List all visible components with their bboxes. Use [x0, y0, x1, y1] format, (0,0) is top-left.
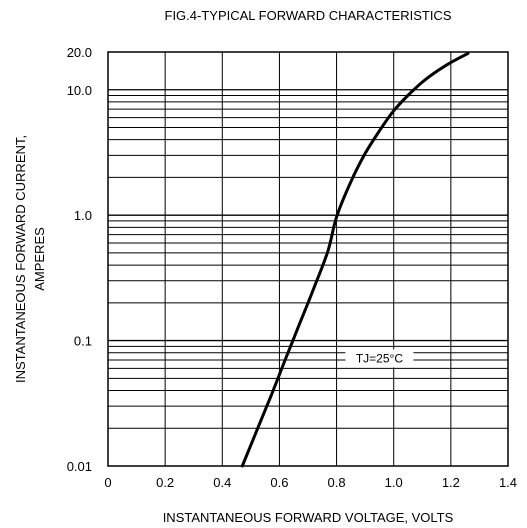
x-tick-label: 0 [104, 475, 111, 490]
y-axis-label-line1: INSTANTANEOUS FORWARD CURRENT, [13, 135, 28, 383]
y-tick-labels: 0.01 0.1 1.0 10.0 20.0 [67, 45, 92, 474]
y-tick-label: 0.1 [74, 334, 92, 349]
x-axis-label: INSTANTANEOUS FORWARD VOLTAGE, VOLTS [163, 510, 454, 525]
plot-frame [107, 51, 509, 467]
x-tick-labels: 0 0.2 0.4 0.6 0.8 1.0 1.2 1.4 [104, 475, 517, 490]
x-tick-label: 0.8 [328, 475, 346, 490]
y-tick-label: 1.0 [74, 208, 92, 223]
x-tick-label: 0.4 [213, 475, 231, 490]
x-tick-label: 0.2 [156, 475, 174, 490]
x-tick-label: 1.0 [385, 475, 403, 490]
grid [108, 52, 508, 466]
temperature-annotation: TJ=25°C [356, 351, 403, 365]
x-tick-label: 1.4 [499, 475, 517, 490]
y-tick-label: 0.01 [67, 459, 92, 474]
y-axis-label-line2: AMPERES [32, 227, 47, 291]
x-tick-label: 1.2 [442, 475, 460, 490]
y-tick-label: 10.0 [67, 83, 92, 98]
forward-current-curve [240, 51, 470, 468]
y-tick-label: 20.0 [67, 45, 92, 60]
annotation-background [345, 349, 414, 368]
x-tick-label: 0.6 [270, 475, 288, 490]
chart-title: FIG.4-TYPICAL FORWARD CHARACTERISTICS [165, 8, 452, 23]
